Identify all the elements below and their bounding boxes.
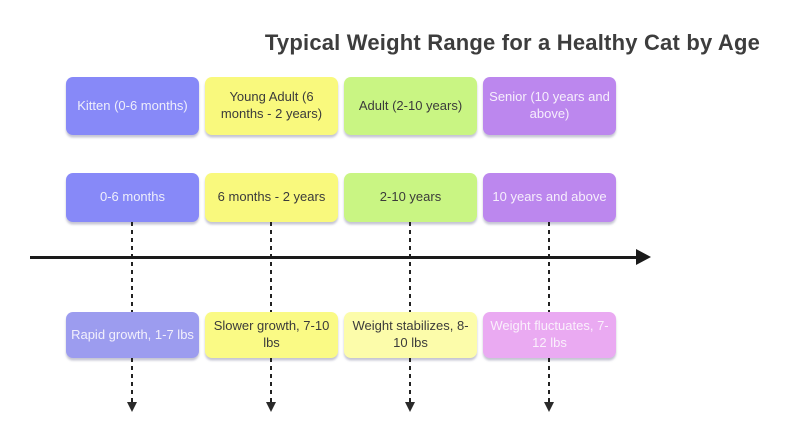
- age-box-adult: 2-10 years: [344, 173, 477, 222]
- age-box-young-adult: 6 months - 2 years: [205, 173, 338, 222]
- stage-box-adult: Adult (2-10 years): [344, 77, 477, 135]
- connector-dash-adult-lower: [409, 358, 411, 403]
- weight-box-senior: Weight fluctuates, 7-12 lbs: [483, 312, 616, 358]
- timeline-axis-arrowhead-icon: [636, 249, 651, 265]
- down-arrowhead-kitten-icon: [127, 402, 137, 412]
- diagram-title: Typical Weight Range for a Healthy Cat b…: [264, 30, 761, 55]
- connector-dash-young-adult-upper: [270, 222, 272, 312]
- connector-dash-adult-upper: [409, 222, 411, 312]
- stage-box-senior: Senior (10 years and above): [483, 77, 616, 135]
- down-arrowhead-senior-icon: [544, 402, 554, 412]
- connector-dash-kitten-upper: [131, 222, 133, 312]
- weight-box-young-adult: Slower growth, 7-10 lbs: [205, 312, 338, 358]
- stage-box-kitten: Kitten (0-6 months): [66, 77, 199, 135]
- stage-box-young-adult: Young Adult (6 months - 2 years): [205, 77, 338, 135]
- down-arrowhead-adult-icon: [405, 402, 415, 412]
- connector-dash-senior-upper: [548, 222, 550, 312]
- age-box-kitten: 0-6 months: [66, 173, 199, 222]
- weight-box-adult: Weight stabilizes, 8-10 lbs: [344, 312, 477, 358]
- weight-box-kitten: Rapid growth, 1-7 lbs: [66, 312, 199, 358]
- timeline-axis: [30, 256, 638, 259]
- connector-dash-senior-lower: [548, 358, 550, 403]
- down-arrowhead-young-adult-icon: [266, 402, 276, 412]
- connector-dash-young-adult-lower: [270, 358, 272, 403]
- connector-dash-kitten-lower: [131, 358, 133, 403]
- age-box-senior: 10 years and above: [483, 173, 616, 222]
